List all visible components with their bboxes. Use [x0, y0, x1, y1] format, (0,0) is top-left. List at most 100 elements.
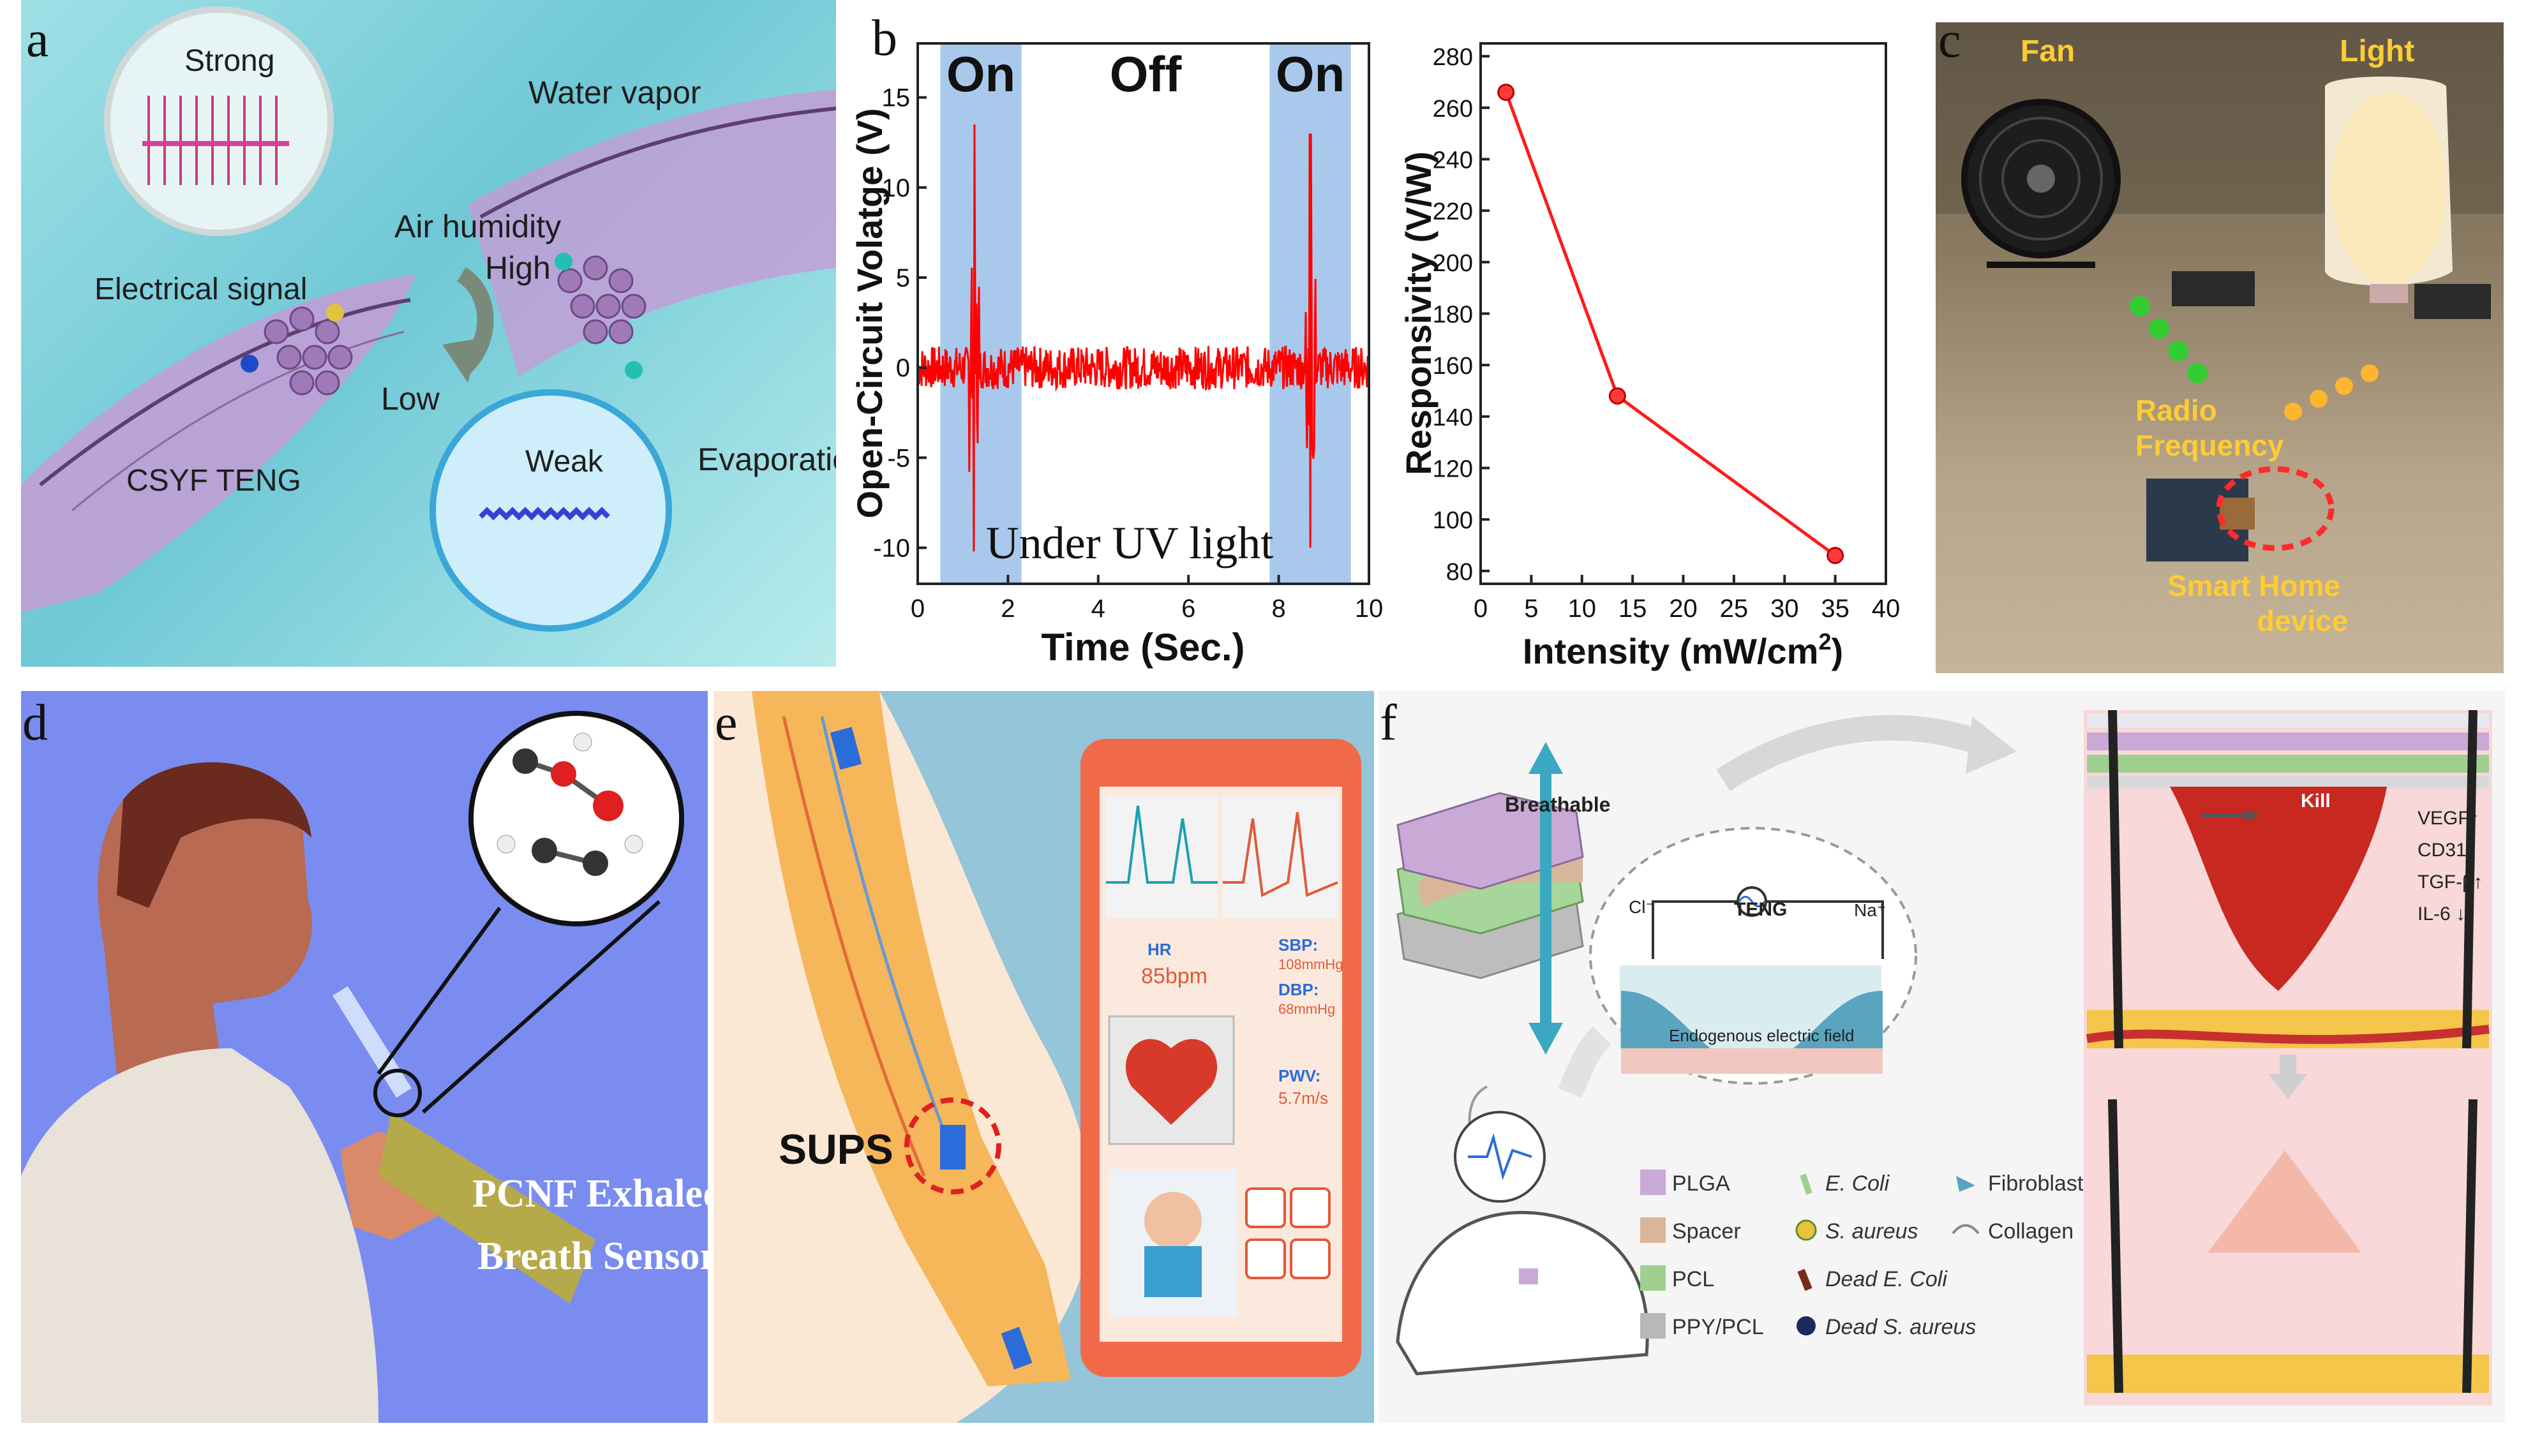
responsivity-ytick-label: 260	[1433, 96, 1473, 123]
na-ion-label: Na⁺	[1854, 900, 1887, 920]
air-humidity-label: Air humidity	[394, 209, 562, 244]
responsivity-ytick-label: 80	[1446, 559, 1473, 586]
responsivity-point	[1608, 387, 1626, 405]
hair-follicle	[2462, 709, 2477, 1049]
responsivity-ytick-label: 240	[1433, 147, 1473, 174]
region-label-1: Off	[1110, 46, 1183, 102]
device-highlight-circle	[2216, 466, 2335, 551]
responsivity-xtick-label: 0	[1474, 595, 1488, 623]
low-label: Low	[381, 381, 440, 417]
responsivity-xtick-label: 5	[1524, 595, 1538, 623]
high-label: High	[485, 250, 551, 286]
voltage-xtick-label: 6	[1181, 595, 1195, 623]
legend-swatch-spacer	[1640, 1217, 1666, 1243]
ion-dot	[241, 355, 258, 373]
responsivity-ytick-label: 180	[1433, 302, 1473, 329]
panel-c-photo	[1936, 22, 2504, 561]
region-label-2: On	[1276, 46, 1345, 102]
left-fiber-sheet	[21, 274, 417, 613]
responsivity-chart: 0 5 10 15 20 25 30 35 40 80 100 120 140 160 180 200 220 2…	[1398, 42, 1901, 671]
electrical-signal-label: Electrical signal	[94, 272, 308, 306]
ecg-chart-1	[1106, 796, 1218, 917]
responsivity-ytick-label: 160	[1433, 353, 1473, 380]
radio-frequency-label-1: Radio	[2135, 394, 2217, 427]
responsivity-xlabel: Intensity (mW/cm2)	[1523, 628, 1843, 671]
responsivity-ylabel: Responsivity (V/W)	[1398, 151, 1439, 475]
pwv-label: PWV:	[1278, 1066, 1321, 1085]
strong-label: Strong	[184, 44, 275, 78]
smart-home-label-2: device	[2257, 604, 2349, 637]
voltage-xlabel: Time (Sec.)	[1041, 626, 1244, 669]
cl-ion-label: Cl⁻	[1629, 897, 1655, 917]
voltage-plot-frame	[916, 42, 1370, 585]
kill-label: Kill	[2301, 791, 2331, 812]
responsivity-ytick-label: 200	[1433, 250, 1473, 277]
marker-il6: IL-6 ↓	[2418, 903, 2466, 925]
panel-f-illustration	[1396, 709, 2492, 1406]
mof-crystal-right	[557, 255, 646, 345]
flow-arrow-icon	[1716, 715, 1983, 791]
legend-swatch-plga	[1640, 1170, 1666, 1195]
voltage-chart: On Off On 0 2 4 6 8 10 -10 -5 0 5 10 15 Under UV ligh…	[849, 42, 1383, 669]
receiver-board-light	[2414, 284, 2491, 319]
strong-signal-inset	[104, 6, 334, 236]
molecule-icon	[497, 732, 643, 876]
ion-dot	[326, 304, 344, 322]
voltage-ylabel: Open-Circuit Volatge (V)	[849, 108, 890, 519]
panel-d: d PCNF Exhaled Breath Sensor	[21, 691, 708, 1423]
dbp-label: DBP:	[1278, 980, 1319, 999]
signal-monitor-icon	[1454, 1111, 1546, 1203]
water-dot	[625, 361, 643, 379]
mouse-illustration	[1396, 1211, 1649, 1376]
panel-e-illustration	[714, 691, 1374, 1423]
dead-ecoli-icon	[1797, 1268, 1812, 1291]
teng-label-f: TENG	[1734, 899, 1788, 920]
smart-home-label-1: Smart Home	[2167, 569, 2340, 602]
sensor-label-1: PCNF Exhaled	[472, 1172, 708, 1215]
panel-c: c Fan Light Radio Frequency Smart Home d…	[1936, 22, 2504, 673]
hr-label: HR	[1147, 940, 1172, 959]
panel-label-e: e	[715, 695, 738, 751]
voltage-xtick-label: 4	[1091, 595, 1105, 623]
panel-label-b: b	[872, 10, 897, 66]
panel-f: f Breathable TENG Cl⁻ Na⁺ Endogenous ele…	[1379, 691, 2505, 1423]
responsivity-xtick-label: 35	[1821, 595, 1850, 623]
breath-sensor-device	[378, 1112, 595, 1304]
responsivity-xtick-label: 40	[1872, 595, 1901, 623]
weak-label: Weak	[525, 445, 603, 479]
voltage-ytick-label: -10	[873, 535, 910, 563]
weak-signal-plot	[479, 507, 610, 521]
voltage-ytick-label: 5	[896, 264, 910, 292]
responsivity-point	[1827, 547, 1844, 565]
responsivity-xtick-label: 10	[1568, 595, 1597, 623]
region-label-0: On	[946, 46, 1015, 102]
cell-layer-left	[1621, 991, 1710, 1048]
legend-s-aureus: S. aureus	[1825, 1219, 1918, 1244]
panel-label-a: a	[26, 11, 49, 68]
sbp-label: SBP:	[1278, 935, 1319, 955]
responsivity-ytick-label: 120	[1433, 456, 1473, 483]
panel-a-illustration	[21, 6, 836, 632]
doctor-icon	[1144, 1192, 1202, 1249]
responsivity-xtick-label: 15	[1618, 595, 1647, 623]
marker-vegf: VEGF↑	[2418, 808, 2479, 829]
wrist-highlight-circle	[904, 1097, 1001, 1194]
responsivity-xtick-label: 20	[1669, 595, 1698, 623]
responsivity-point	[1497, 84, 1515, 101]
voltage-ytick-label: 10	[882, 174, 911, 202]
sbp-value: 108mmHg	[1278, 956, 1343, 972]
voltage-trace	[916, 124, 1370, 552]
collagen-icon	[1952, 1224, 1980, 1235]
responsivity-ytick-label: 220	[1433, 198, 1473, 225]
legend-collagen: Collagen	[1988, 1219, 2074, 1244]
voltage-xtick-label: 8	[1271, 595, 1285, 623]
responsivity-ytick-label: 100	[1433, 507, 1473, 534]
panel-a: a Strong Water vapor Air humidity High E…	[21, 0, 836, 667]
left-fiber-edge	[39, 298, 411, 487]
healing-wound	[2208, 1150, 2361, 1252]
panel-e: e SUPS HR 85bpm SBP: 108mmHg DBP: 68mmHg…	[714, 691, 1374, 1423]
person-hair	[117, 762, 311, 908]
fan-label: Fan	[2021, 34, 2075, 68]
cell-layer-right	[1793, 991, 1883, 1048]
hr-value: 85bpm	[1141, 964, 1207, 988]
